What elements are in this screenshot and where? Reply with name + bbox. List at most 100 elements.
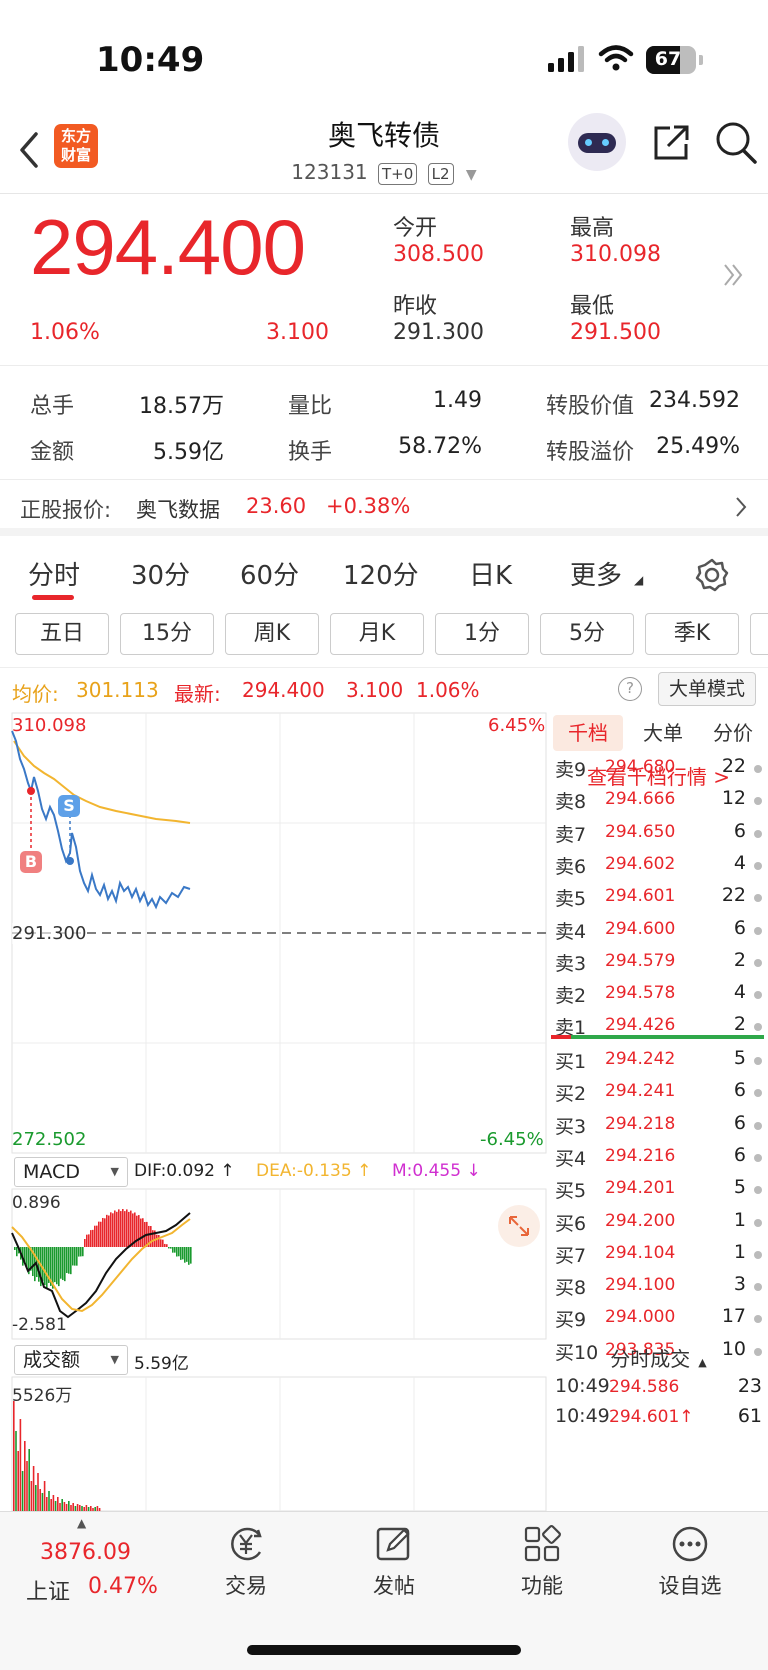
ticks-title[interactable]: 分时成交 ▲ [610,1347,707,1371]
period-15min[interactable]: 15分 [120,613,214,655]
underlying-stock-row[interactable]: 正股报价: 奥飞数据 23.60 +0.38% [0,480,768,536]
ask-row[interactable]: 卖9 294.680 22 [549,755,768,785]
battery-icon: 67 [646,46,696,74]
ask-level-label: 卖6 [555,855,587,878]
ask-row[interactable]: 卖1 294.426 2 [549,1013,768,1043]
ask-row[interactable]: 卖6 294.602 4 [549,852,768,882]
bid-dot-icon [754,1283,762,1292]
tab-more[interactable]: 更多 [570,561,623,591]
home-indicator[interactable] [247,1645,521,1655]
ask-dot-icon [754,894,762,903]
bid-row[interactable]: 买4 294.216 6 [549,1144,768,1174]
settings-gear-icon[interactable] [694,557,730,593]
bid-row[interactable]: 买1 294.242 5 [549,1047,768,1077]
macd-bar [102,1217,104,1247]
volume-value: 18.57万 [139,394,224,419]
share-icon[interactable] [650,122,692,164]
bid-row[interactable]: 买8 294.100 3 [549,1273,768,1303]
macd-bar [82,1247,84,1257]
period-1min[interactable]: 1分 [435,613,529,655]
ask-row[interactable]: 卖4 294.600 6 [549,917,768,947]
double-chevron-right-icon[interactable] [722,262,744,288]
ask-row[interactable]: 卖3 294.579 2 [549,949,768,979]
volume-bar [61,1499,63,1511]
volume-bar [83,1507,85,1511]
period-5min[interactable]: 5分 [540,613,634,655]
bid-row[interactable]: 买3 294.218 6 [549,1112,768,1142]
buy-marker-badge[interactable]: B [20,851,42,873]
ask-row[interactable]: 卖5 294.601 22 [549,884,768,914]
period-monthly[interactable]: 月K [330,613,424,655]
macd-indicator-select[interactable]: MACD ▼ [14,1157,128,1187]
robot-assistant-icon[interactable] [568,113,626,171]
book-tab-big-orders[interactable]: 大单 [643,721,683,745]
ask-row[interactable]: 卖2 294.578 4 [549,981,768,1011]
bid-row[interactable]: 买9 294.000 17 [549,1305,768,1335]
volume-bar [37,1473,39,1511]
tab-30min[interactable]: 30分 [131,561,191,591]
period-overflow[interactable] [750,613,768,655]
volume-bar [65,1504,68,1511]
dea-line [11,1218,191,1313]
change-percent: 1.06% [30,320,100,345]
view-depth-link[interactable]: 查看千档行情 > [586,765,731,789]
bid-price: 294.200 [605,1210,676,1231]
book-tab-depth[interactable]: 千档 [553,715,623,751]
amount-value: 5.59亿 [153,440,224,465]
help-icon[interactable]: ? [618,677,642,701]
bid-level-label: 买10 [555,1341,599,1364]
security-code-line[interactable]: 123131 T+0 L2 ▼ [0,160,768,185]
volume-ratio-value: 1.49 [433,388,482,413]
macd-bar [138,1215,140,1247]
tab-daily-k[interactable]: 日K [469,561,513,591]
macd-bar [130,1210,132,1247]
bid-row[interactable]: 买2 294.241 6 [549,1079,768,1109]
avg-label: 均价: [12,682,59,706]
volume-indicator-select[interactable]: 成交额 ▼ [14,1345,128,1375]
book-tab-price-dist[interactable]: 分价 [713,721,753,745]
intraday-chart[interactable]: 310.098 6.45% 291.300 272.502 -6.45% B S… [0,711,548,1511]
search-icon[interactable] [714,120,758,166]
nav-trade[interactable]: 交易 [196,1524,296,1600]
bid-row[interactable]: 买10 293.835 10 [549,1338,768,1368]
index-expand-icon[interactable]: ▲ [77,1516,87,1530]
period-buttons: 五日 15分 周K 月K 1分 5分 季K [0,609,768,667]
ask-row[interactable]: 卖8 294.666 12 [549,787,768,817]
bid-row[interactable]: 买6 294.200 1 [549,1209,768,1239]
nav-post[interactable]: 发帖 [344,1524,444,1600]
index-value[interactable]: 3876.09 [40,1540,131,1565]
conversion-premium-value: 25.49% [656,434,740,459]
prev-close-label: 昨收 [393,294,438,319]
expand-icon[interactable] [498,1205,540,1247]
tab-60min[interactable]: 60分 [240,561,300,591]
tab-intraday[interactable]: 分时 [28,561,81,591]
tab-120min[interactable]: 120分 [343,561,419,591]
bid-dot-icon [754,1218,762,1227]
ask-level-label: 卖5 [555,888,587,911]
period-five-day[interactable]: 五日 [15,613,109,655]
bid-row[interactable]: 买5 294.201 5 [549,1176,768,1206]
bid-price: 293.835 [605,1339,676,1360]
ask-price: 294.602 [605,853,676,874]
volume-bar [13,1401,15,1511]
macd-bar [114,1210,116,1247]
big-order-mode-button[interactable]: 大单模式 [658,672,756,706]
back-arrow-icon[interactable] [16,130,42,170]
bid-row[interactable]: 买7 294.104 1 [549,1241,768,1271]
open-value: 308.500 [393,242,484,267]
nav-functions[interactable]: 功能 [492,1524,592,1600]
macd-bar [48,1247,50,1283]
more-dots-icon [672,1526,708,1562]
volume-bar [57,1497,59,1511]
period-quarterly[interactable]: 季K [645,613,739,655]
underlying-name: 奥飞数据 [136,498,220,522]
sell-marker-badge[interactable]: S [58,795,80,817]
ask-dot-icon [754,958,762,967]
volume-amount: 5.59亿 [134,1354,189,1374]
ask-dot-icon [754,797,762,806]
nav-add-watchlist[interactable]: 设自选 [640,1524,740,1600]
macd-bar [74,1247,76,1266]
macd-bar [152,1230,154,1247]
ask-row[interactable]: 卖7 294.650 6 [549,820,768,850]
period-weekly[interactable]: 周K [225,613,319,655]
